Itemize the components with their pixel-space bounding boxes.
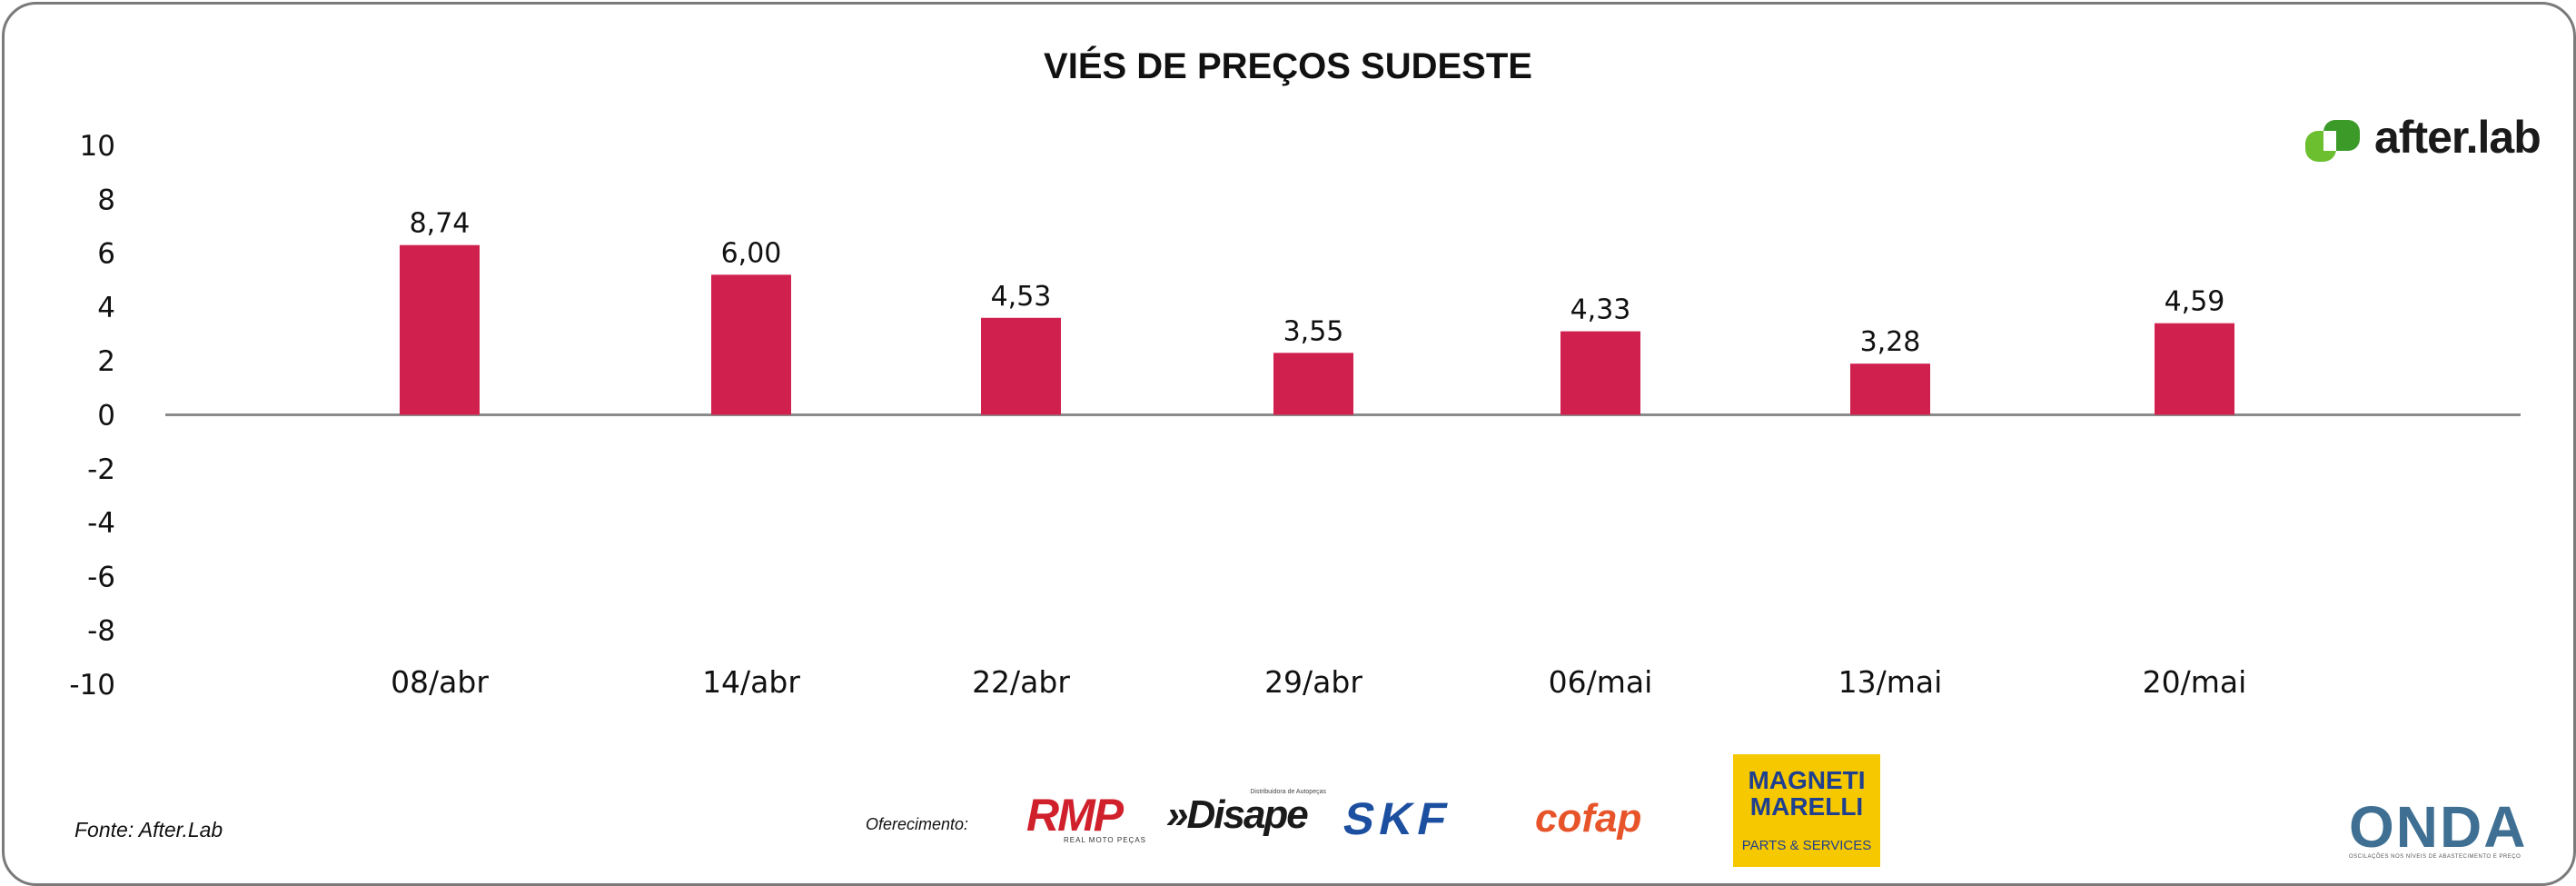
x-tick-label: 14/abr [702, 664, 800, 700]
magneti-marelli-tagline: PARTS & SERVICES [1741, 838, 1872, 853]
cofap-wordmark: cofap [1535, 796, 1642, 841]
sponsor-label: Oferecimento: [866, 815, 969, 833]
y-tick-label: -8 [87, 615, 115, 648]
data-labels: 8,74 6,00 4,53 3,55 4,33 3,28 4,59 [410, 208, 2225, 358]
data-label: 8,74 [410, 208, 471, 240]
y-tick-label: 4 [97, 292, 115, 324]
disape-wordmark: »Disape [1166, 792, 1309, 837]
y-tick-label: -10 [69, 669, 115, 702]
y-tick-label: -2 [87, 453, 115, 486]
data-label: 4,53 [991, 281, 1052, 313]
x-tick-label: 22/abr [972, 664, 1070, 700]
y-tick-label: -4 [87, 507, 115, 540]
y-tick-label: 2 [97, 345, 115, 378]
source-note: Fonte: After.Lab [74, 818, 223, 841]
y-tick-label: 0 [97, 400, 115, 433]
bar [1273, 353, 1353, 415]
x-tick-label: 08/abr [391, 664, 489, 700]
bars [400, 244, 2234, 415]
onda-wordmark: ONDA [2349, 794, 2528, 860]
disape-tagline: Distribuidora de Autopeças [1250, 789, 1326, 795]
afterlab-wordmark: after.lab [2374, 112, 2541, 163]
bar [1850, 363, 1930, 415]
bar [400, 244, 480, 415]
magneti-marelli-logo: MAGNETI MARELLI PARTS & SERVICES [1733, 754, 1880, 867]
data-label: 6,00 [721, 237, 782, 269]
x-tick-label: 29/abr [1264, 664, 1362, 700]
magneti-marelli-wordmark: MAGNETI MARELLI [1748, 766, 1866, 821]
rmp-tagline: REAL MOTO PEÇAS [1063, 836, 1146, 844]
chart-title: VIÉS DE PREÇOS SUDESTE [1044, 45, 1532, 86]
afterlab-mark-icon [2305, 120, 2360, 162]
data-label: 3,28 [1860, 326, 1921, 358]
bar [711, 274, 791, 415]
afterlab-logo: after.lab [2304, 112, 2558, 167]
onda-tagline: OSCILAÇÕES NOS NÍVEIS DE ABASTECIMENTO E… [2349, 854, 2522, 860]
rmp-logo: RMP REAL MOTO PEÇAS [1026, 790, 1146, 844]
bar [1560, 331, 1640, 415]
disape-logo: Distribuidora de Autopeças »Disape [1166, 789, 1326, 845]
rmp-wordmark: RMP [1026, 790, 1124, 841]
x-axis-ticks: 08/abr 14/abr 22/abr 29/abr 06/mai 13/mai 20/m… [391, 664, 2246, 700]
cofap-logo: cofap [1535, 796, 1708, 841]
y-tick-label: -6 [87, 561, 115, 593]
y-axis-ticks: 10 8 6 4 2 0 -2 -4 -6 -8 -10 [69, 130, 115, 702]
onda-logo: ONDA OSCILAÇÕES NOS NÍVEIS DE ABASTECIME… [2349, 794, 2540, 863]
x-tick-label: 20/mai [2143, 664, 2247, 700]
bar [2155, 323, 2234, 415]
y-tick-label: 10 [80, 130, 115, 163]
skf-logo: SKF [1339, 793, 1457, 844]
y-tick-label: 6 [97, 238, 115, 271]
data-label: 3,55 [1283, 315, 1344, 347]
data-label: 4,59 [2165, 286, 2225, 318]
x-tick-label: 06/mai [1549, 664, 1653, 700]
x-tick-label: 13/mai [1838, 664, 1943, 700]
data-label: 4,33 [1570, 294, 1631, 326]
y-tick-label: 8 [97, 184, 115, 216]
bar [981, 317, 1061, 415]
